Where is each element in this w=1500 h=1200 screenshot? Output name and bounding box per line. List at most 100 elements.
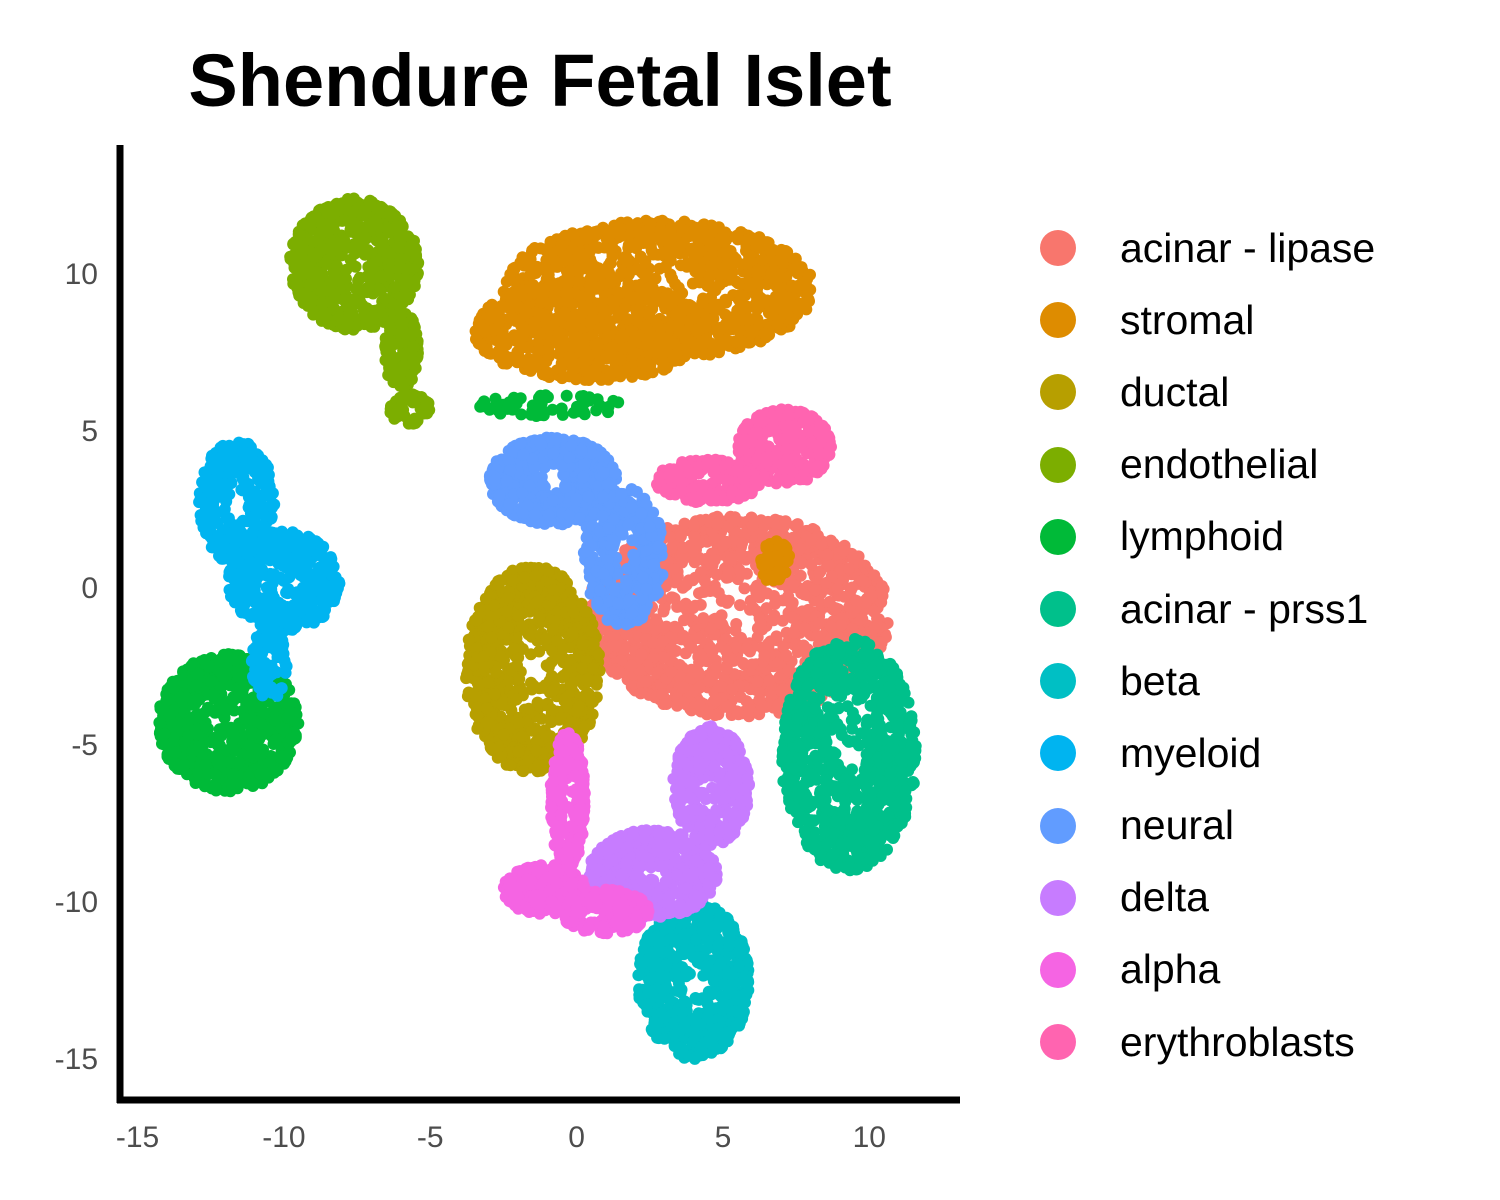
data-point <box>316 298 329 311</box>
data-point <box>685 641 698 654</box>
data-point <box>692 247 704 260</box>
data-point <box>656 635 669 648</box>
data-point <box>798 588 810 601</box>
data-point <box>677 681 690 694</box>
data-point <box>708 222 721 235</box>
data-point <box>488 688 501 701</box>
data-point <box>704 280 716 293</box>
data-point <box>729 641 742 654</box>
data-point <box>604 276 617 289</box>
data-point <box>552 333 564 346</box>
data-point <box>798 622 811 635</box>
data-point <box>688 519 700 532</box>
data-point <box>798 642 811 655</box>
data-point <box>708 554 721 567</box>
data-point <box>384 209 397 222</box>
data-point <box>291 278 303 290</box>
data-point <box>592 648 605 661</box>
data-point <box>719 536 732 549</box>
data-point <box>631 263 644 276</box>
data-point <box>735 298 748 310</box>
data-point <box>400 263 412 276</box>
data-point <box>540 730 553 743</box>
data-point <box>494 575 507 588</box>
data-point <box>846 622 859 635</box>
data-point <box>506 574 519 587</box>
data-point <box>703 675 715 688</box>
data-point <box>787 299 800 312</box>
data-point <box>605 367 618 380</box>
data-point <box>617 253 630 265</box>
data-point <box>551 635 564 647</box>
data-point <box>639 621 652 634</box>
data-point <box>804 268 816 281</box>
data-point <box>715 680 727 693</box>
data-point <box>540 659 553 672</box>
data-point <box>511 346 524 359</box>
data-point <box>343 307 356 320</box>
data-point <box>670 347 683 360</box>
data-point <box>580 232 593 245</box>
data-point <box>732 708 745 721</box>
data-point <box>660 698 673 710</box>
data-point <box>767 243 780 256</box>
data-point <box>485 631 498 644</box>
data-point <box>609 640 622 653</box>
data-point <box>613 308 625 321</box>
data-point <box>517 765 530 778</box>
data-point <box>585 694 598 707</box>
data-point <box>408 416 421 429</box>
data-point <box>528 242 541 254</box>
data-point <box>481 676 494 689</box>
data-point <box>791 518 804 531</box>
data-point <box>786 611 799 624</box>
data-point <box>481 620 494 633</box>
data-point <box>603 317 616 330</box>
data-point <box>674 530 687 543</box>
data-point <box>698 575 711 588</box>
data-point <box>479 592 492 605</box>
data-point <box>407 341 420 354</box>
data-point <box>580 606 593 618</box>
data-point <box>557 669 570 682</box>
data-point <box>578 355 590 368</box>
data-point <box>789 252 802 265</box>
data-point <box>541 366 554 379</box>
data-point <box>311 247 324 260</box>
data-point <box>675 222 687 235</box>
data-point <box>555 570 568 583</box>
data-point <box>516 284 529 296</box>
data-point <box>522 702 535 715</box>
data-point <box>470 614 483 627</box>
data-point <box>669 308 682 321</box>
data-point <box>614 332 627 344</box>
data-point <box>653 230 666 243</box>
data-point <box>606 665 619 678</box>
data-point <box>344 253 357 266</box>
data-point <box>843 562 855 575</box>
data-point <box>600 225 613 238</box>
data-point <box>325 221 338 234</box>
data-point <box>738 582 751 595</box>
data-point <box>752 241 765 254</box>
data-point <box>728 514 741 527</box>
data-point <box>649 623 662 636</box>
data-point <box>758 328 771 341</box>
data-point <box>708 584 721 597</box>
data-point <box>771 318 784 330</box>
data-point <box>542 343 555 356</box>
data-point <box>657 363 670 376</box>
data-point <box>477 661 490 673</box>
data-point <box>694 699 706 712</box>
data-point <box>719 293 732 306</box>
data-point <box>746 658 759 671</box>
data-point <box>736 537 748 550</box>
data-point <box>513 717 526 729</box>
data-point <box>564 254 577 266</box>
data-point <box>512 301 525 314</box>
data-point <box>560 698 573 710</box>
data-point <box>651 319 664 332</box>
data-point <box>533 611 546 624</box>
data-point <box>515 730 528 743</box>
